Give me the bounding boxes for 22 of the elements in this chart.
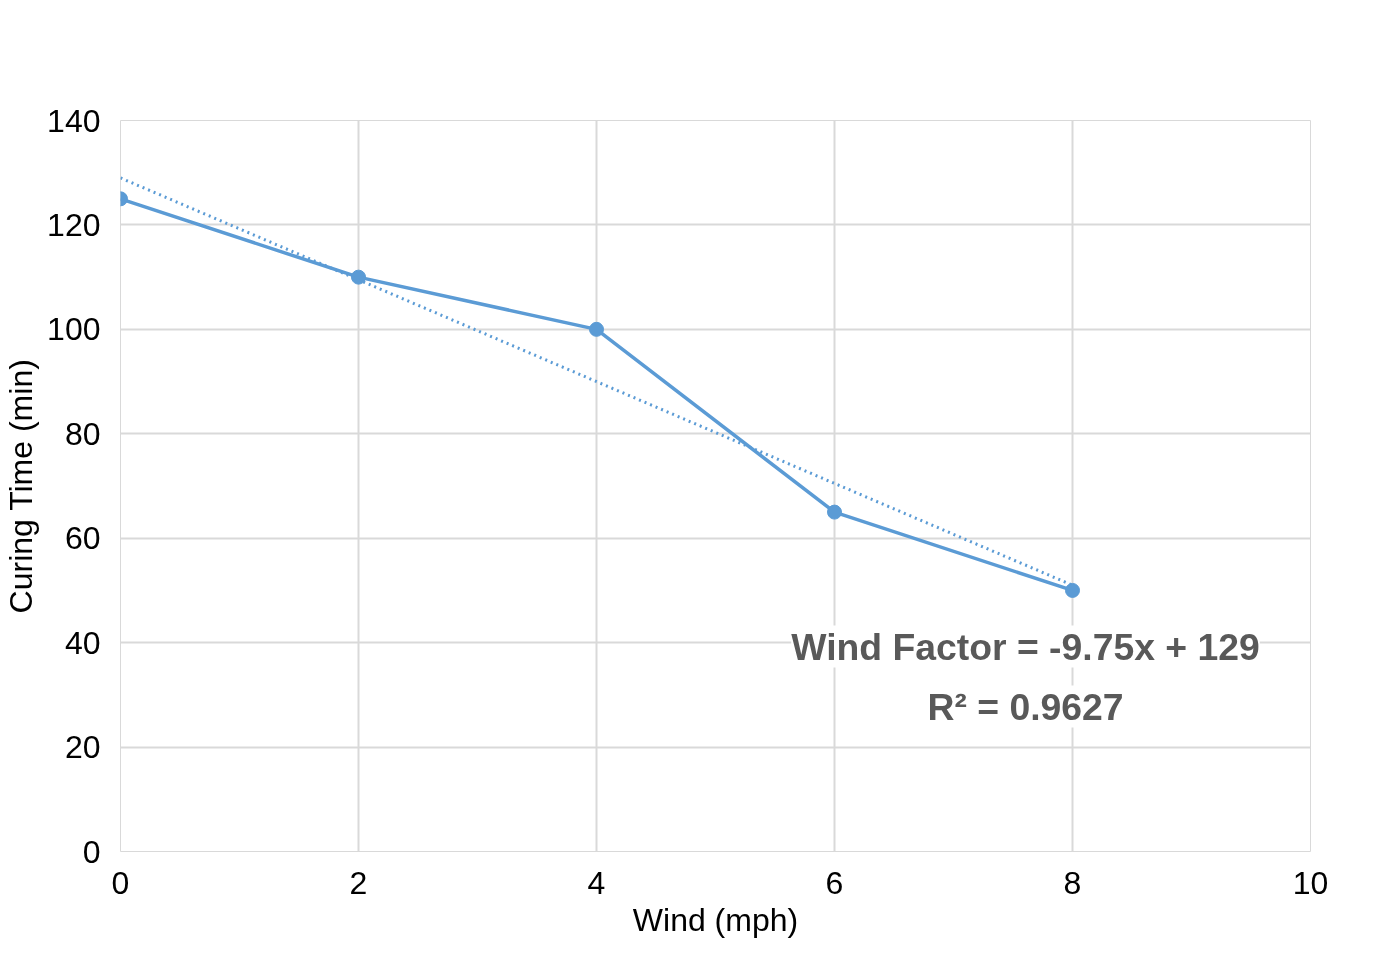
x-tick-label: 6 bbox=[825, 864, 844, 901]
y-tick-label: 100 bbox=[47, 311, 101, 348]
y-tick-label: 20 bbox=[64, 729, 101, 766]
x-tick-label: 4 bbox=[587, 864, 606, 901]
x-tick-label: 2 bbox=[349, 864, 368, 901]
point bbox=[827, 504, 842, 520]
y-tick-label: 140 bbox=[47, 102, 101, 139]
annotation: R² = 0.9627 bbox=[927, 685, 1124, 728]
y-axis-title: Curing Time (min) bbox=[3, 359, 40, 614]
y-tick-label: 60 bbox=[64, 520, 101, 557]
x-tick-label: 10 bbox=[1292, 864, 1329, 901]
x-tick-label: 0 bbox=[111, 864, 130, 901]
y-tick-label: 40 bbox=[64, 624, 101, 661]
y-tick-label: 120 bbox=[47, 206, 101, 243]
point bbox=[1065, 582, 1080, 598]
x-axis-title: Wind (mph) bbox=[632, 901, 799, 938]
annotation: Wind Factor = -9.75x + 129 bbox=[791, 625, 1260, 668]
y-tick-label: 0 bbox=[82, 833, 101, 870]
y-tick-label: 80 bbox=[64, 415, 101, 452]
point bbox=[589, 321, 604, 337]
x-tick-label: 8 bbox=[1063, 864, 1082, 901]
point bbox=[351, 269, 366, 285]
